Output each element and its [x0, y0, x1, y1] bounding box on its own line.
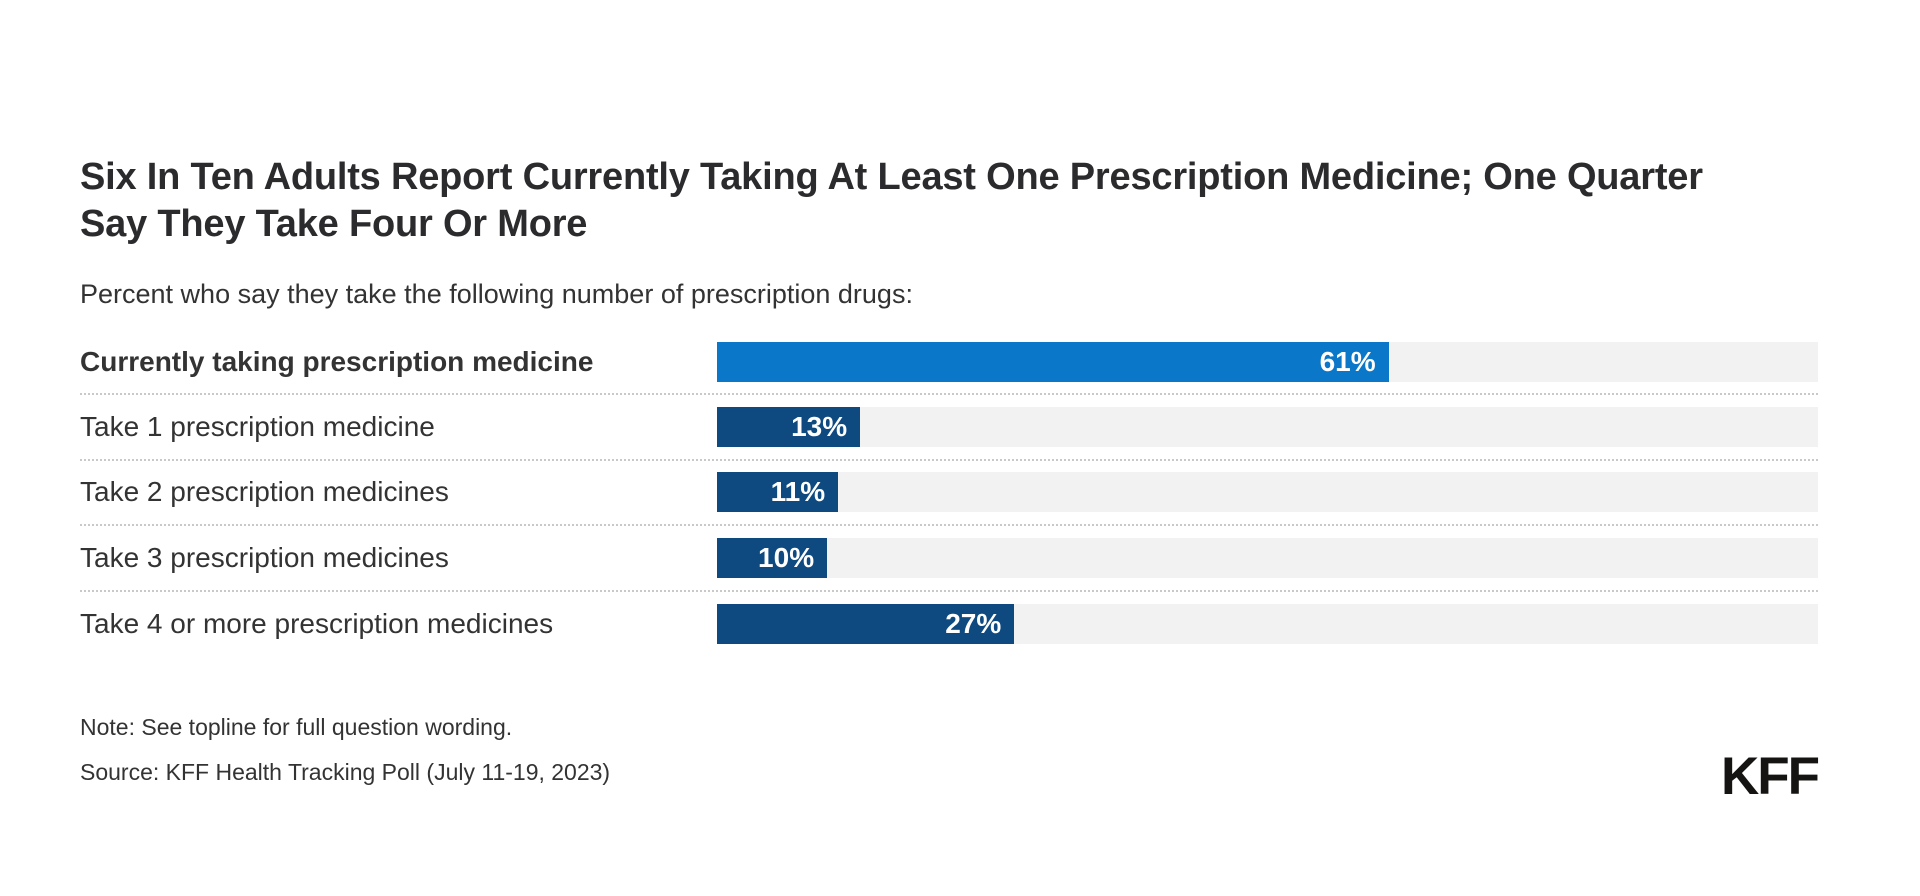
- bar-track: 13%: [717, 407, 1818, 448]
- bar-value-label: 61%: [1319, 345, 1376, 377]
- chart-subtitle: Percent who say they take the following …: [80, 279, 913, 309]
- bar-value-label: 27%: [945, 608, 1002, 640]
- source-text: Source: KFF Health Tracking Poll (July 1…: [80, 759, 611, 785]
- bar-row-label: Take 3 prescription medicines: [80, 541, 449, 573]
- bar-fill: 13%: [717, 407, 861, 448]
- bar-fill: 61%: [717, 341, 1389, 382]
- bar-chart: Currently taking prescription medicine 6…: [80, 330, 1818, 657]
- bar-fill: 11%: [717, 472, 839, 513]
- bar-value-label: 11%: [770, 476, 826, 508]
- chart-title: Six In Ten Adults Report Currently Takin…: [80, 156, 1703, 246]
- note-text: Note: See topline for full question word…: [80, 714, 513, 740]
- bar-value-label: 13%: [791, 411, 848, 443]
- bar-value-label: 10%: [758, 541, 815, 573]
- bar-track: 27%: [717, 604, 1818, 645]
- bar-row: Take 4 or more prescription medicines 27…: [80, 592, 1818, 657]
- bar-row-label: Take 1 prescription medicine: [80, 411, 435, 443]
- bar-row-label: Take 4 or more prescription medicines: [80, 608, 554, 640]
- kff-logo: KFF: [1720, 747, 1820, 806]
- footnotes: Note: See topline for full question word…: [80, 714, 610, 786]
- bar-row: Take 2 prescription medicines 11%: [80, 461, 1818, 527]
- bar-track: 10%: [717, 537, 1818, 578]
- bar-row-label: Currently taking prescription medicine: [80, 345, 594, 377]
- bar-track: 61%: [717, 341, 1818, 382]
- bar-row: Take 1 prescription medicine 13%: [80, 395, 1818, 461]
- bar-fill: 10%: [717, 537, 828, 578]
- bar-track: 11%: [717, 472, 1818, 513]
- bar-row-label: Take 2 prescription medicines: [80, 476, 449, 508]
- bar-fill: 27%: [717, 604, 1015, 645]
- bar-row: Take 3 prescription medicines 10%: [80, 526, 1818, 592]
- bar-row: Currently taking prescription medicine 6…: [80, 330, 1818, 396]
